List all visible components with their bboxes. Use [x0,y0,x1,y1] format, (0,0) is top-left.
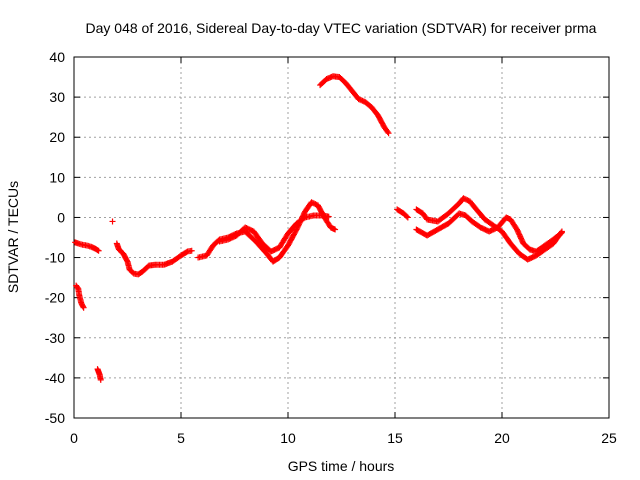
series-arc-midday-a [195,199,339,265]
data-point [325,213,332,220]
x-tick-label: 5 [177,430,185,446]
y-axis-label: SDTVAR / TECUs [5,181,21,293]
x-tick-label: 10 [280,430,296,446]
series-arc-isolated [109,218,116,225]
data-point [300,215,307,222]
x-axis-label: GPS time / hours [288,458,395,474]
series-arc-afternoon-start [394,206,411,221]
data-point [332,226,339,233]
x-tick-label: 25 [601,430,617,446]
x-tick-label: 20 [494,430,510,446]
data-point [404,214,411,221]
y-tick-label: -30 [45,330,65,346]
y-tick-label: -20 [45,290,65,306]
data-point [94,247,101,254]
y-tick-label: 0 [57,209,65,225]
data-point [557,230,564,237]
series-arc-morning [113,240,195,278]
y-tick-label: 40 [49,49,65,65]
data-point [384,129,391,136]
series-arc-early [72,239,102,254]
data-point [80,304,87,311]
data-point [403,213,410,220]
grid [74,57,609,418]
y-tick-label: 20 [49,129,65,145]
x-tick-label: 15 [387,430,403,446]
chart-title: Day 048 of 2016, Sidereal Day-to-day VTE… [86,20,597,36]
plot-frame [73,56,610,419]
data-point [97,376,104,383]
data-point [558,229,565,236]
y-tick-label: -40 [45,370,65,386]
data-point [188,247,195,254]
ticks: 0 5 10 15 20 25 -50 -40 -30 -20 -10 0 10 20 30 40 [45,49,617,446]
series-arc-high [317,73,392,137]
series-arc-afternoon-b [413,210,565,255]
y-tick-label: -50 [45,410,65,426]
y-tick-label: -10 [45,250,65,266]
y-tick-label: 10 [49,169,65,185]
y-tick-label: 30 [49,89,65,105]
data-point [109,218,116,225]
series-arc-low [94,366,104,383]
data-point [95,247,102,254]
series-arc-drop [73,282,87,311]
data-point [385,130,392,137]
data-marks [72,73,565,383]
series-arc-midday-b [216,212,332,255]
x-tick-label: 0 [70,430,78,446]
